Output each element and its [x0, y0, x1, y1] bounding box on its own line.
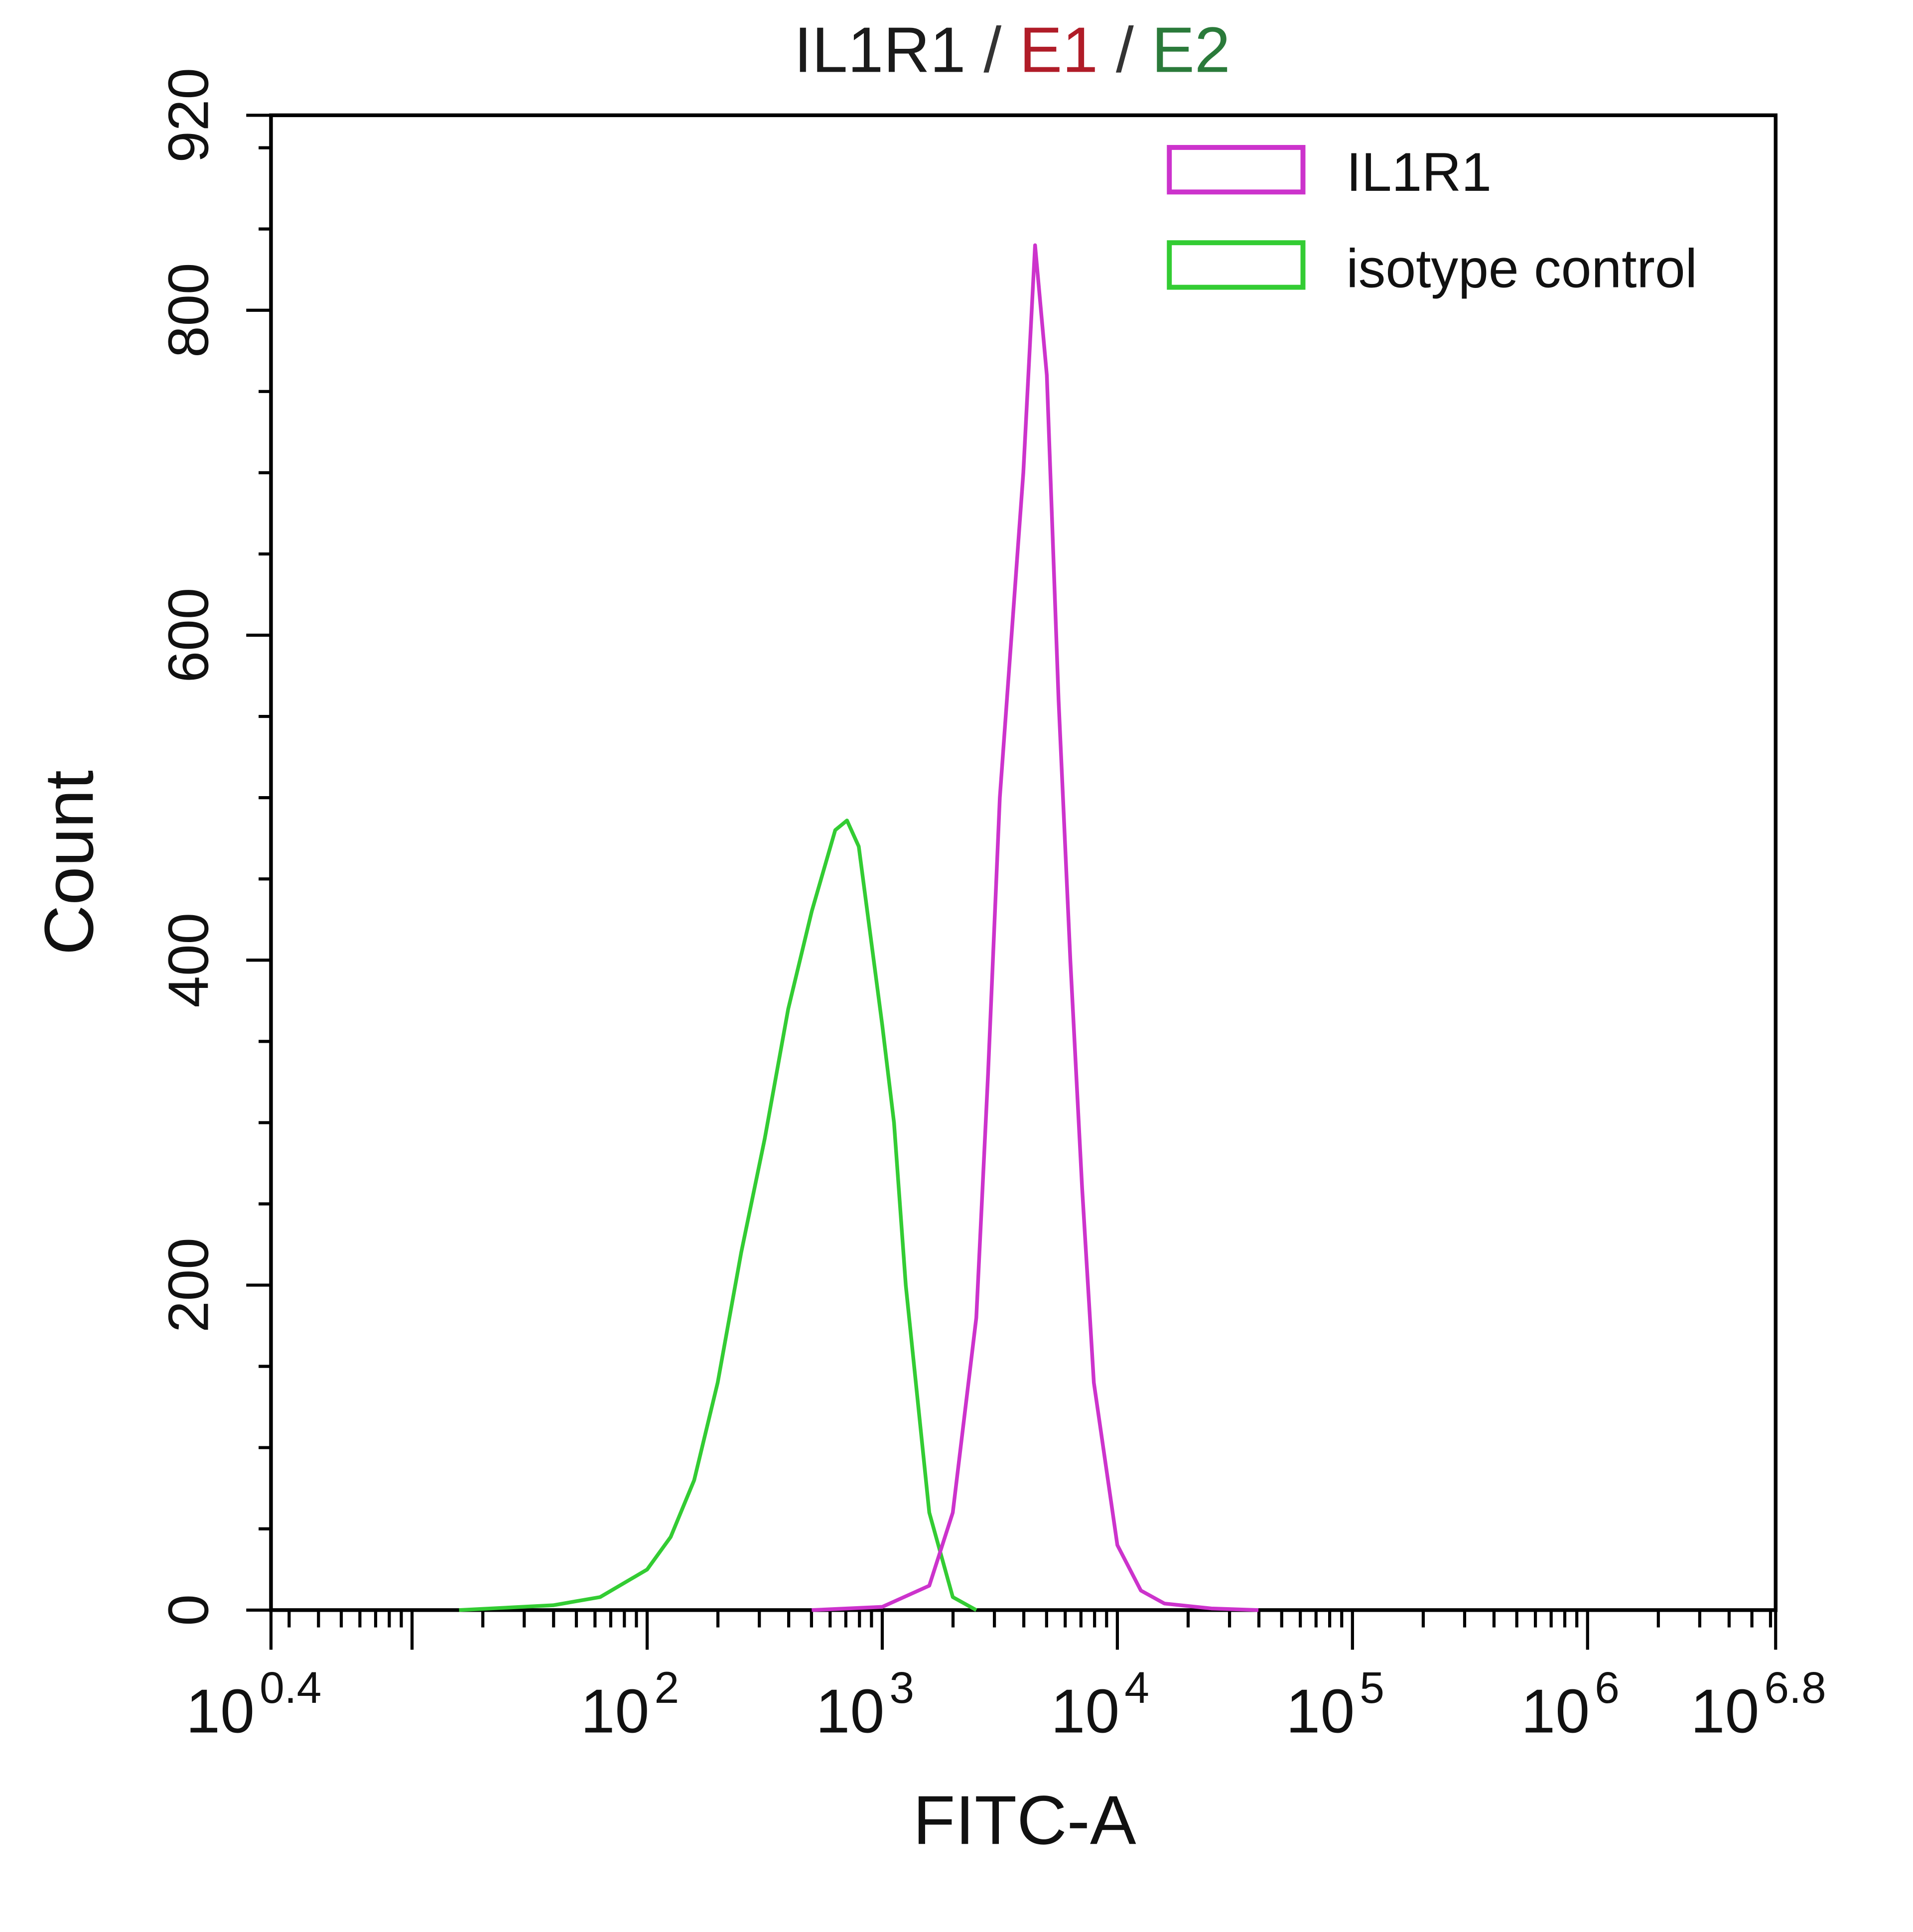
y-tick-label: 920: [157, 68, 220, 163]
legend-swatch-il1r1: [1167, 144, 1306, 195]
y-tick-label: 600: [157, 588, 220, 683]
title-part-0: IL1R1: [794, 14, 966, 86]
title-part-2: E1: [1019, 14, 1098, 86]
title-part-3: /: [1098, 14, 1152, 86]
legend: IL1R1 isotype control: [1167, 142, 1697, 299]
il1r1-curve: [812, 243, 1259, 1612]
legend-item-il1r1: IL1R1: [1167, 142, 1492, 203]
y-tick-label: 400: [157, 913, 220, 1008]
y-tick-label: 0: [157, 1594, 220, 1626]
legend-label-il1r1: IL1R1: [1346, 142, 1492, 203]
isotype-control-curve: [459, 819, 977, 1612]
chart-title: IL1R1 / E1 / E2: [794, 14, 1230, 86]
legend-swatch-isotype-control: [1167, 240, 1306, 290]
y-tick-label: 200: [157, 1238, 220, 1333]
y-tick-label: 800: [157, 263, 220, 358]
y-axis-label: Count: [30, 770, 108, 955]
legend-label-isotype-control: isotype control: [1346, 239, 1697, 299]
y-axis-ticks: [246, 114, 271, 1612]
x-axis-label: FITC-A: [913, 1782, 1136, 1859]
legend-item-isotype-control: isotype control: [1167, 239, 1697, 299]
title-part-4: E2: [1152, 14, 1230, 86]
y-axis-tick-labels: 0 200 400 600 800 920: [157, 68, 220, 1626]
title-part-1: /: [965, 14, 1019, 86]
x-axis-ticks: [269, 1610, 1777, 1650]
